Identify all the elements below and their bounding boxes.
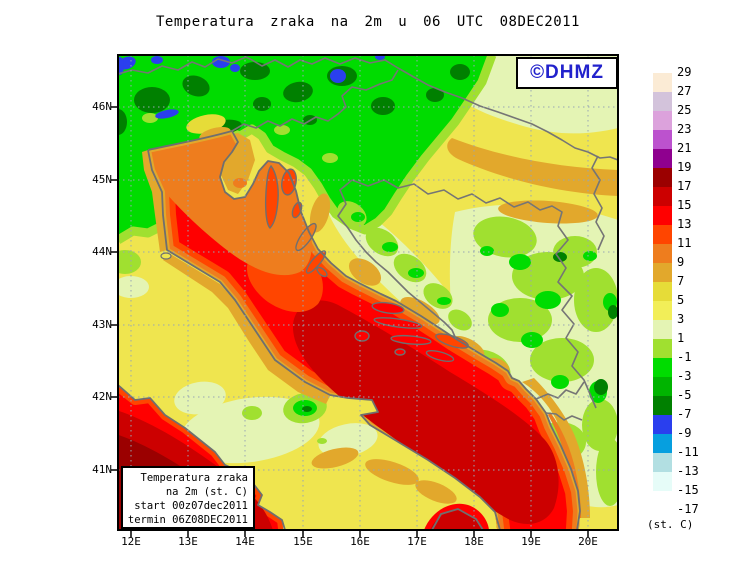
dhmz-watermark-box: ©DHMZ xyxy=(516,57,618,89)
colorbar-tick-label: -5 xyxy=(677,388,692,402)
colorbar-swatch xyxy=(653,73,672,92)
colorbar-swatch xyxy=(653,358,672,377)
dhmz-logo-text: ©DHMZ xyxy=(530,62,604,83)
coastal-lagoon xyxy=(160,252,172,260)
lon-tick-label: 12E xyxy=(121,535,141,548)
gold-bands xyxy=(447,138,618,224)
colorbar-tick-label: 15 xyxy=(677,198,692,212)
info-line: termin 06Z08DEC2011 xyxy=(127,514,248,526)
info-line: start 00z07dec2011 xyxy=(134,500,248,512)
colorbar-tick-label: -3 xyxy=(677,369,692,383)
colorbar-swatch xyxy=(653,320,672,339)
info-line: Temperatura zraka xyxy=(140,472,248,484)
colorbar-swatch xyxy=(653,149,672,168)
temperature-map xyxy=(111,54,619,537)
colorbar-tick-label: 23 xyxy=(677,122,692,136)
colorbar-swatch xyxy=(653,263,672,282)
colorbar-tick-label: 3 xyxy=(677,312,685,326)
colorbar-swatch xyxy=(653,168,672,187)
lat-tick-label: 46N xyxy=(92,100,112,113)
lon-tick-label: 15E xyxy=(293,535,313,548)
colorbar-tick-label: -11 xyxy=(677,445,699,459)
colorbar-tick-label: -17 xyxy=(677,502,699,516)
lat-tick-label: 41N xyxy=(92,463,112,476)
colorbar-tick-label: 25 xyxy=(677,103,692,117)
info-line: na 2m (st. C) xyxy=(165,486,248,498)
map-field-layers xyxy=(118,55,618,530)
colorbar-tick-label: 7 xyxy=(677,274,685,288)
colorbar-swatch xyxy=(653,434,672,453)
lat-tick-label: 43N xyxy=(92,318,112,331)
colorbar-tick-label: 9 xyxy=(677,255,685,269)
graticule-grid xyxy=(118,55,618,530)
map-frame xyxy=(117,54,619,531)
islands xyxy=(264,164,469,362)
country-borders xyxy=(118,56,618,421)
colorbar-swatch xyxy=(653,415,672,434)
colorbar-tick-label: 1 xyxy=(677,331,685,345)
colorbar-tick-label: 5 xyxy=(677,293,685,307)
colorbar-swatch xyxy=(653,92,672,111)
lon-tick-label: 16E xyxy=(350,535,370,548)
lat-tick-label: 44N xyxy=(92,245,112,258)
colorbar-swatch xyxy=(653,111,672,130)
colorbar-unit-label: (st. C) xyxy=(647,518,694,531)
colorbar-swatch xyxy=(653,130,672,149)
colorbar-swatch xyxy=(653,206,672,225)
page-title: Temperatura zraka na 2m u 06 UTC 08DEC20… xyxy=(155,14,580,30)
colorbar-tick-label: -15 xyxy=(677,483,699,497)
colorbar-tick-label: 21 xyxy=(677,141,692,155)
colorbar-tick-label: 19 xyxy=(677,160,692,174)
colorbar-tick-label: 29 xyxy=(677,65,692,79)
colorbar-swatch xyxy=(653,377,672,396)
lon-tick-label: 18E xyxy=(464,535,484,548)
colorbar-tick-label: 11 xyxy=(677,236,692,250)
colorbar-tick-label: 13 xyxy=(677,217,692,231)
lon-tick-label: 19E xyxy=(521,535,541,548)
colorbar-swatch xyxy=(653,282,672,301)
east-dark-green-spots xyxy=(302,252,618,412)
lon-tick-label: 20E xyxy=(578,535,598,548)
lon-tick-label: 13E xyxy=(178,535,198,548)
colorbar-tick-label: 17 xyxy=(677,179,692,193)
lon-tick-label: 17E xyxy=(407,535,427,548)
run-info-box: Temperatura zraka na 2m (st. C) start 00… xyxy=(121,466,255,529)
lime-spots xyxy=(118,113,338,274)
colorbar-tick-label: -1 xyxy=(677,350,692,364)
istria-orange xyxy=(233,178,247,188)
colorbar-tick-label: -7 xyxy=(677,407,692,421)
colorbar-swatch xyxy=(653,301,672,320)
lon-tick-label: 14E xyxy=(235,535,255,548)
colorbar-swatch xyxy=(653,225,672,244)
colorbar-tick-label: -9 xyxy=(677,426,692,440)
colorbar-tick-label: -13 xyxy=(677,464,699,478)
axis-ticks xyxy=(111,106,589,537)
colorbar-swatch xyxy=(653,244,672,263)
colorbar-swatch xyxy=(653,396,672,415)
sea-warm-core xyxy=(292,300,559,524)
colorbar-swatch xyxy=(653,339,672,358)
lat-tick-label: 45N xyxy=(92,173,112,186)
colorbar-swatch xyxy=(653,472,672,491)
colorbar-swatch xyxy=(653,453,672,472)
colorbar-tick-label: 27 xyxy=(677,84,692,98)
colorbar-swatch xyxy=(653,491,672,510)
lat-tick-label: 42N xyxy=(92,390,112,403)
colorbar-swatch xyxy=(653,187,672,206)
